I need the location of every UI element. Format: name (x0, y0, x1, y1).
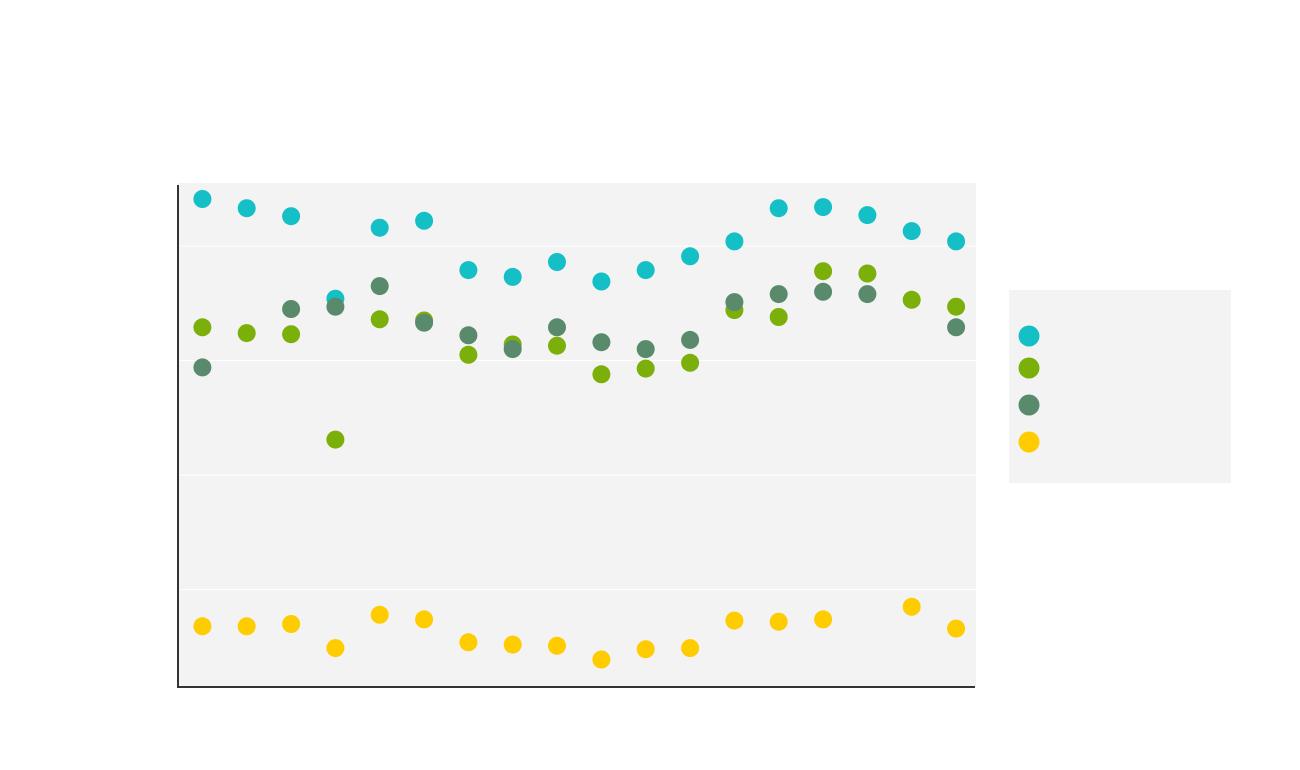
data-point-s2-5 (370, 310, 389, 329)
data-point-s1-8 (503, 267, 522, 286)
data-point-s3-15 (814, 282, 833, 301)
legend-marker-1 (1018, 325, 1040, 347)
data-point-s2-4 (326, 430, 345, 449)
data-point-s2-18 (947, 297, 966, 316)
data-point-s2-12 (681, 353, 700, 372)
data-point-s2-16 (858, 264, 877, 283)
data-point-s2-15 (814, 262, 833, 281)
data-point-s2-3 (282, 325, 301, 344)
data-point-s3-4 (326, 297, 345, 316)
data-point-s2-11 (636, 359, 655, 378)
data-point-s4-11 (636, 640, 655, 659)
data-point-s3-6 (415, 313, 434, 332)
legend-box (1009, 290, 1231, 483)
data-point-s4-13 (725, 611, 744, 630)
data-point-s3-3 (282, 300, 301, 318)
plot-background (178, 183, 976, 687)
data-point-s4-9 (548, 636, 566, 655)
data-point-s3-11 (636, 340, 655, 359)
data-point-s1-9 (548, 253, 566, 271)
data-point-s1-6 (415, 211, 434, 230)
data-point-s2-7 (459, 345, 478, 364)
data-point-s3-16 (858, 285, 877, 304)
data-point-s4-8 (503, 635, 522, 654)
data-point-s4-3 (282, 615, 301, 633)
data-point-s3-13 (725, 293, 744, 312)
data-point-s3-8 (503, 340, 522, 359)
data-point-s1-18 (947, 232, 966, 251)
data-point-s1-11 (636, 261, 655, 280)
legend-marker-4 (1018, 431, 1040, 453)
data-point-s3-12 (681, 330, 700, 349)
data-point-s4-7 (459, 633, 478, 652)
data-point-s2-1 (193, 318, 212, 337)
data-point-s4-18 (947, 619, 966, 638)
data-point-s4-17 (902, 597, 921, 616)
data-point-s4-10 (592, 650, 611, 669)
data-point-s1-3 (282, 207, 301, 226)
data-point-s4-14 (769, 612, 788, 631)
data-point-s4-1 (193, 617, 212, 636)
data-point-s3-18 (947, 318, 966, 337)
data-point-s3-1 (193, 358, 212, 377)
data-point-s1-7 (459, 261, 478, 280)
data-point-s1-5 (370, 218, 389, 237)
data-point-s4-12 (681, 639, 700, 658)
legend-marker-2 (1018, 357, 1040, 379)
data-point-s1-14 (769, 199, 788, 218)
data-point-s1-12 (681, 247, 700, 266)
data-point-s1-15 (814, 198, 833, 217)
data-point-s4-6 (415, 610, 434, 629)
data-point-s3-7 (459, 326, 478, 345)
legend-marker-3 (1018, 394, 1040, 416)
data-point-s4-5 (370, 605, 389, 624)
data-point-s4-2 (237, 617, 256, 636)
data-point-s2-2 (237, 324, 256, 343)
data-point-s4-15 (814, 610, 833, 629)
data-point-s1-17 (902, 222, 921, 241)
data-point-s3-10 (592, 333, 611, 352)
data-point-s4-4 (326, 639, 345, 658)
data-point-s2-14 (769, 308, 788, 326)
data-point-s1-2 (237, 199, 256, 218)
data-point-s3-9 (548, 318, 566, 337)
data-point-s3-5 (370, 277, 389, 296)
data-point-s2-17 (902, 290, 921, 309)
data-point-s3-14 (769, 285, 788, 304)
data-point-s2-10 (592, 365, 611, 384)
data-point-s2-9 (548, 336, 566, 355)
data-point-s1-13 (725, 232, 744, 251)
data-point-s1-1 (193, 190, 212, 208)
data-point-s1-16 (858, 206, 877, 225)
data-point-s1-10 (592, 272, 611, 291)
